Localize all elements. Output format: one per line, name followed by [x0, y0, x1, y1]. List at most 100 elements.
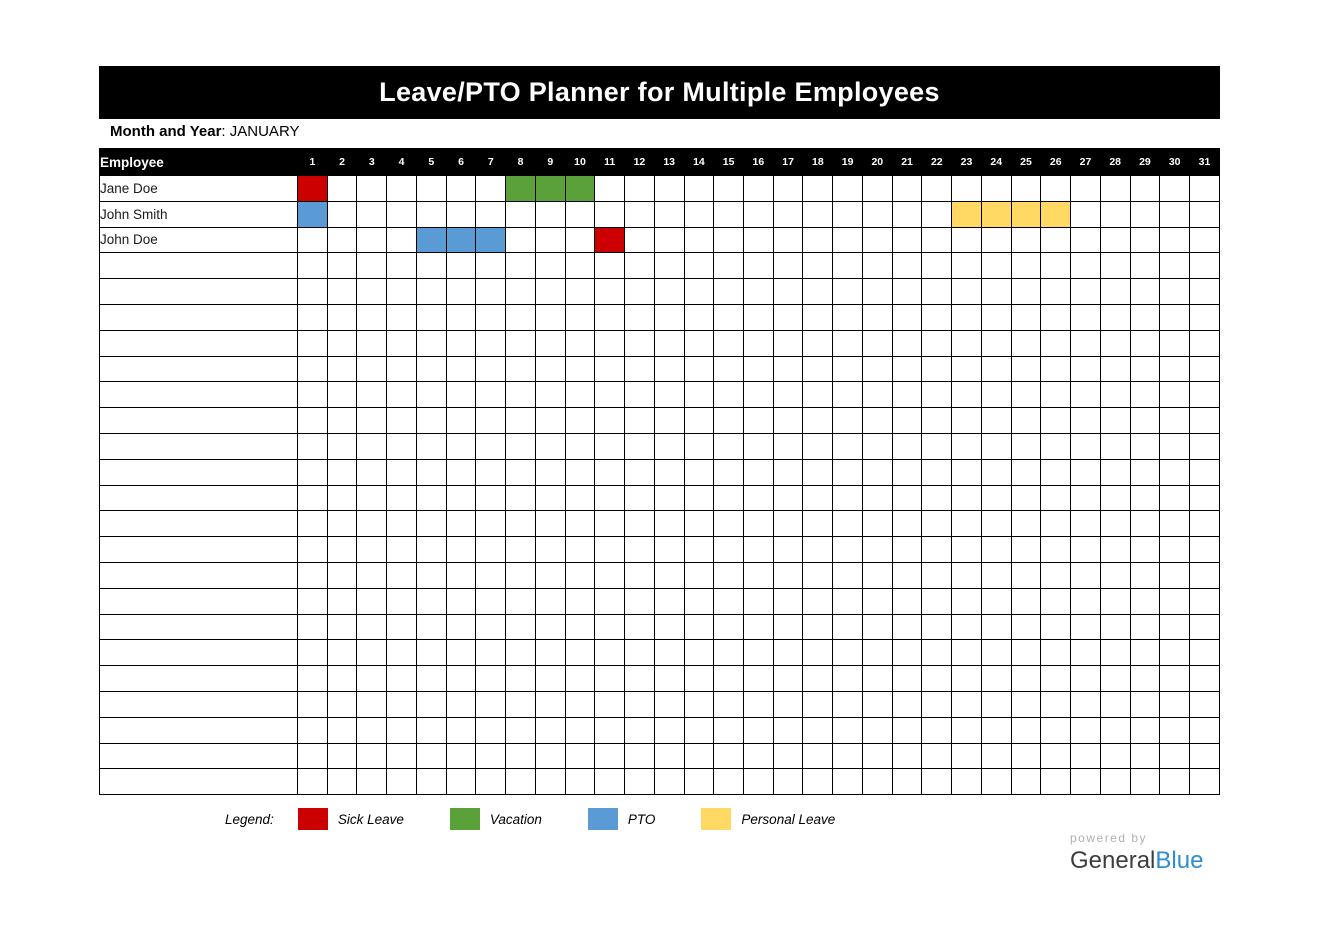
day-cell[interactable]: [624, 355, 655, 383]
day-cell[interactable]: [861, 510, 893, 538]
day-cell[interactable]: [743, 175, 774, 202]
day-cell[interactable]: [297, 458, 328, 486]
day-cell[interactable]: [1159, 458, 1191, 486]
day-cell[interactable]: [297, 716, 328, 744]
day-cell[interactable]: [415, 381, 447, 409]
day-cell[interactable]: [1159, 175, 1191, 202]
day-cell[interactable]: [1010, 355, 1042, 383]
day-cell[interactable]: [921, 613, 953, 641]
day-cell[interactable]: [921, 716, 953, 744]
day-cell[interactable]: [386, 587, 417, 615]
day-cell[interactable]: [1159, 484, 1191, 512]
day-cell[interactable]: [594, 355, 626, 383]
day-cell[interactable]: [1040, 226, 1072, 254]
day-cell[interactable]: [1070, 639, 1101, 667]
day-cell[interactable]: [534, 639, 566, 667]
day-cell[interactable]: [653, 587, 685, 615]
day-cell[interactable]: [297, 226, 328, 254]
day-cell[interactable]: [1129, 639, 1161, 667]
day-cell[interactable]: [653, 690, 685, 718]
day-cell[interactable]: [1159, 510, 1191, 538]
day-cell[interactable]: [1159, 329, 1191, 357]
day-cell[interactable]: [1189, 226, 1220, 254]
day-cell[interactable]: [683, 561, 715, 589]
day-cell[interactable]: [832, 407, 863, 434]
day-cell[interactable]: [921, 561, 953, 589]
employee-name-cell[interactable]: [99, 484, 298, 512]
day-cell-pto[interactable]: [475, 226, 507, 254]
day-cell[interactable]: [564, 329, 596, 357]
day-cell[interactable]: [534, 613, 566, 641]
day-cell[interactable]: [772, 484, 804, 512]
day-cell[interactable]: [891, 561, 923, 589]
day-cell[interactable]: [326, 587, 358, 615]
day-cell-sick[interactable]: [594, 226, 626, 254]
day-cell[interactable]: [921, 639, 953, 667]
day-cell[interactable]: [1040, 613, 1072, 641]
day-cell[interactable]: [534, 587, 566, 615]
day-cell[interactable]: [505, 278, 536, 305]
employee-name-cell[interactable]: [99, 768, 298, 796]
day-cell[interactable]: [861, 639, 893, 667]
day-cell[interactable]: [386, 690, 417, 718]
day-cell[interactable]: [861, 716, 893, 744]
day-cell[interactable]: [921, 175, 953, 202]
day-cell[interactable]: [772, 200, 804, 228]
day-cell[interactable]: [891, 536, 923, 563]
day-cell[interactable]: [415, 432, 447, 460]
day-cell[interactable]: [861, 458, 893, 486]
day-cell[interactable]: [1189, 484, 1220, 512]
day-cell[interactable]: [1159, 536, 1191, 563]
day-cell[interactable]: [445, 407, 477, 434]
day-cell[interactable]: [624, 484, 655, 512]
day-cell[interactable]: [1129, 303, 1161, 331]
day-cell[interactable]: [861, 665, 893, 692]
day-cell[interactable]: [564, 716, 596, 744]
day-cell[interactable]: [297, 381, 328, 409]
day-cell[interactable]: [802, 639, 834, 667]
day-cell[interactable]: [326, 303, 358, 331]
day-cell[interactable]: [921, 665, 953, 692]
day-cell[interactable]: [772, 768, 804, 796]
day-cell[interactable]: [980, 278, 1012, 305]
day-cell[interactable]: [1159, 200, 1191, 228]
day-cell[interactable]: [534, 432, 566, 460]
day-cell[interactable]: [445, 458, 477, 486]
day-cell[interactable]: [1099, 381, 1131, 409]
employee-name-cell[interactable]: [99, 355, 298, 383]
day-cell[interactable]: [1159, 303, 1191, 331]
day-cell-vacation[interactable]: [534, 175, 566, 202]
day-cell[interactable]: [891, 690, 923, 718]
day-cell[interactable]: [1099, 665, 1131, 692]
day-cell[interactable]: [445, 252, 477, 280]
day-cell[interactable]: [445, 639, 477, 667]
day-cell[interactable]: [445, 716, 477, 744]
day-cell[interactable]: [861, 587, 893, 615]
day-cell[interactable]: [1040, 561, 1072, 589]
day-cell[interactable]: [1129, 200, 1161, 228]
day-cell[interactable]: [683, 613, 715, 641]
day-cell[interactable]: [1099, 768, 1131, 796]
day-cell[interactable]: [832, 613, 863, 641]
day-cell[interactable]: [683, 690, 715, 718]
day-cell[interactable]: [861, 329, 893, 357]
day-cell[interactable]: [861, 742, 893, 770]
day-cell[interactable]: [861, 613, 893, 641]
day-cell[interactable]: [564, 252, 596, 280]
day-cell[interactable]: [832, 587, 863, 615]
day-cell[interactable]: [594, 561, 626, 589]
day-cell[interactable]: [713, 278, 745, 305]
day-cell[interactable]: [951, 716, 982, 744]
day-cell[interactable]: [1040, 510, 1072, 538]
day-cell[interactable]: [1040, 278, 1072, 305]
day-cell[interactable]: [1159, 690, 1191, 718]
day-cell[interactable]: [356, 639, 388, 667]
day-cell[interactable]: [1189, 278, 1220, 305]
day-cell[interactable]: [743, 252, 774, 280]
day-cell[interactable]: [921, 536, 953, 563]
day-cell[interactable]: [802, 510, 834, 538]
day-cell[interactable]: [594, 303, 626, 331]
day-cell[interactable]: [683, 665, 715, 692]
day-cell[interactable]: [743, 716, 774, 744]
day-cell[interactable]: [475, 613, 507, 641]
